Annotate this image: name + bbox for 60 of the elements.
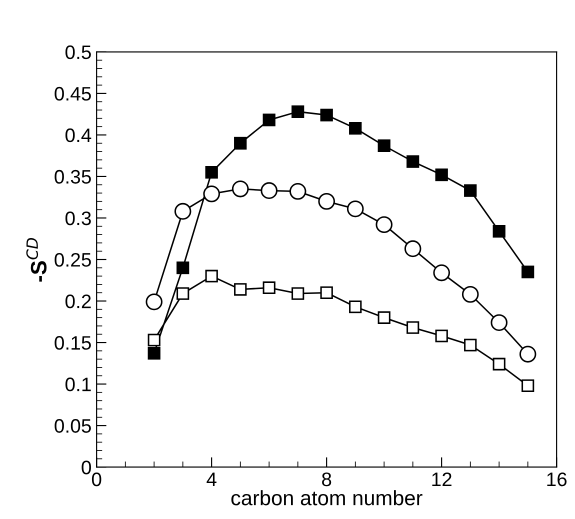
point (174, 202, 192, 220)
point (320, 286, 333, 300)
point (148, 334, 160, 346)
point (234, 136, 247, 150)
y-tick-label: 0.25 (54, 252, 91, 267)
point (205, 166, 218, 179)
point (376, 216, 393, 234)
y-tick-label: 0.35 (54, 170, 91, 184)
y-tick-label: 0.15 (54, 336, 91, 350)
point (378, 139, 390, 152)
point (176, 287, 190, 300)
point (404, 240, 422, 258)
point (320, 108, 333, 122)
y-tick-label: 0.45 (54, 86, 91, 101)
y-tick-label: 0 (82, 460, 91, 474)
point (203, 185, 220, 202)
x-tick-label: 16 (547, 472, 567, 486)
point (462, 286, 479, 303)
point (292, 105, 304, 118)
point (519, 346, 536, 363)
point (490, 314, 508, 332)
point (378, 311, 390, 324)
point (492, 224, 506, 238)
point (260, 182, 278, 199)
point (234, 283, 247, 296)
point (522, 266, 534, 278)
point (433, 264, 450, 282)
point (522, 379, 534, 392)
point (205, 270, 218, 282)
y-tick-label: 0.2 (65, 294, 91, 308)
point (406, 155, 420, 168)
point (318, 192, 336, 210)
x-tick-label: 12 (432, 472, 452, 486)
point (148, 347, 160, 360)
point (464, 184, 477, 197)
y-tick-label: 0.4 (65, 128, 92, 142)
point (492, 358, 506, 370)
point (289, 183, 306, 200)
point (435, 330, 448, 342)
point (262, 281, 276, 294)
point (464, 338, 477, 352)
x-axis-title: carbon atom number (231, 490, 422, 506)
point (176, 261, 190, 274)
point (146, 293, 163, 310)
y-tick-label: 0.1 (65, 378, 91, 392)
y-tick-label: 0.05 (54, 419, 91, 433)
point (292, 287, 304, 300)
point (232, 180, 249, 198)
y-tick-label: 0.5 (65, 45, 91, 60)
point (349, 122, 362, 135)
x-tick-label: 0 (92, 472, 102, 486)
y-tick-label: 0.3 (65, 211, 91, 226)
point (349, 300, 362, 314)
x-tick-label: 8 (322, 472, 332, 486)
point (406, 321, 420, 334)
point (346, 200, 364, 218)
y-axis-title: -S$^{CD}$ (26, 238, 47, 282)
point (435, 168, 448, 182)
x-tick-label: 4 (206, 472, 216, 486)
point (262, 114, 276, 126)
